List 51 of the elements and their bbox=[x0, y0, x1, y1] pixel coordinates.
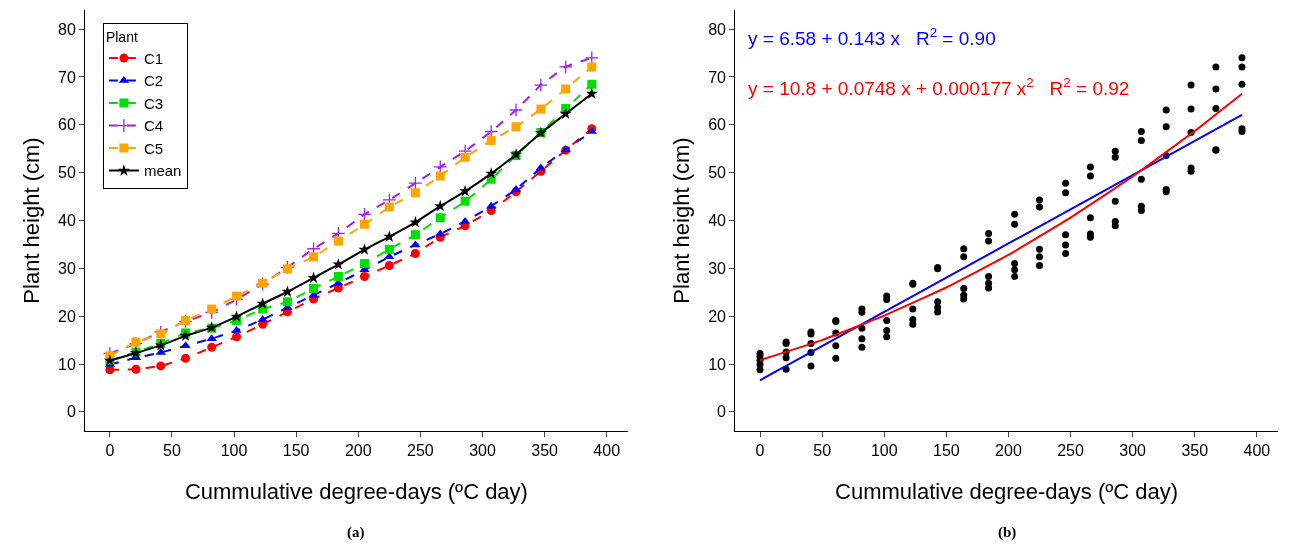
legend-label: mean bbox=[143, 162, 182, 180]
y-tick-label: 50 bbox=[58, 164, 76, 182]
x-tick-label: 150 bbox=[932, 442, 960, 460]
y-tick-label: 40 bbox=[58, 212, 76, 230]
y-tick-label: 10 bbox=[58, 355, 76, 373]
legend-label: C4 bbox=[143, 117, 164, 135]
text: y = 6.58 + 0.143 x R$^{2}$ = 0.90 bbox=[748, 25, 996, 49]
x-tick-label: 50 bbox=[163, 442, 181, 460]
legend-label: C1 bbox=[143, 49, 164, 67]
y-tick-label: 0 bbox=[66, 403, 76, 421]
x-tick-label: 100 bbox=[220, 442, 248, 460]
y-tick-label: 60 bbox=[58, 116, 76, 134]
x-tick-label: 300 bbox=[1119, 442, 1147, 460]
y-tick-label: 20 bbox=[58, 307, 76, 325]
x-tick-label: 150 bbox=[282, 442, 310, 460]
x-tick-label: 200 bbox=[995, 442, 1022, 460]
x-tick-label: 350 bbox=[1181, 442, 1209, 460]
x-tick-label: 300 bbox=[469, 442, 496, 460]
y-tick-label: 80 bbox=[708, 20, 727, 38]
y-axis-title: Plant height (cm) bbox=[668, 137, 694, 304]
y-tick-label: 20 bbox=[708, 307, 727, 325]
x-tick-label: 0 bbox=[105, 442, 115, 460]
legend-label: C2 bbox=[143, 72, 164, 90]
x-tick-label: 100 bbox=[870, 442, 898, 460]
x-tick-label: 350 bbox=[531, 442, 559, 460]
y-tick-label: 70 bbox=[708, 68, 727, 86]
text: (b) bbox=[998, 524, 1017, 541]
x-tick-label: 400 bbox=[593, 442, 621, 460]
text: y = 10.8 + 0.0748 x + 0.000177 x$^{2}$ R$^{2}$ = 0.92 bbox=[748, 75, 1130, 99]
y-tick-label: 50 bbox=[708, 164, 727, 182]
x-tick-label: 400 bbox=[1243, 442, 1271, 460]
x-axis-title: Cummulative degree-days (ºC day) bbox=[835, 479, 1179, 505]
y-tick-label: 70 bbox=[58, 68, 76, 86]
y-tick-label: 80 bbox=[58, 20, 76, 38]
x-tick-label: 0 bbox=[755, 442, 765, 460]
y-tick-label: 10 bbox=[708, 355, 727, 373]
y-tick-label: 60 bbox=[708, 116, 727, 134]
x-tick-label: 250 bbox=[1057, 442, 1085, 460]
text: (a) bbox=[347, 524, 365, 541]
y-tick-label: 30 bbox=[708, 259, 727, 277]
legend-label: C3 bbox=[143, 94, 164, 112]
y-axis-title: Plant height (cm) bbox=[18, 137, 44, 304]
legend-title: Plant bbox=[105, 28, 138, 45]
legend-label: C5 bbox=[143, 139, 164, 157]
x-tick-label: 200 bbox=[344, 442, 372, 460]
y-tick-label: 0 bbox=[717, 403, 727, 421]
x-tick-label: 250 bbox=[407, 442, 434, 460]
x-tick-label: 50 bbox=[813, 442, 832, 460]
y-tick-label: 40 bbox=[708, 212, 727, 230]
y-tick-label: 30 bbox=[58, 259, 76, 277]
x-axis-title: Cummulative degree-days (ºC day) bbox=[184, 479, 528, 505]
